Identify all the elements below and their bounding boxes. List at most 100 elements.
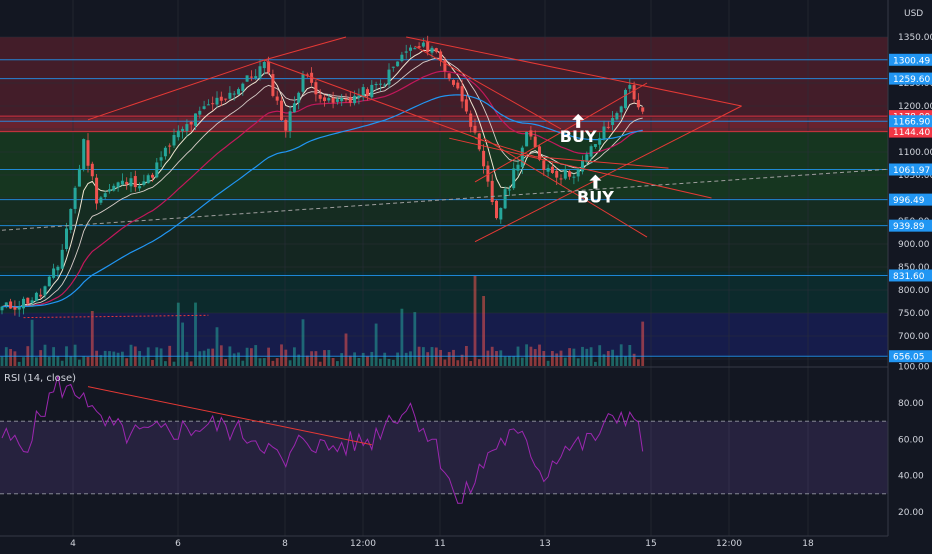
volume-bar bbox=[275, 358, 279, 366]
volume-bar bbox=[30, 319, 34, 366]
volume-bar bbox=[82, 356, 86, 366]
volume-bar bbox=[624, 356, 627, 366]
candle-body bbox=[185, 124, 189, 131]
candle-body bbox=[275, 96, 279, 101]
volume-bar bbox=[336, 361, 339, 366]
volume-bar bbox=[215, 327, 219, 366]
volume-bar bbox=[35, 357, 38, 366]
level-badge-label: 939.89 bbox=[893, 222, 925, 232]
candle-body bbox=[628, 85, 632, 89]
candle-body bbox=[533, 136, 537, 148]
price-zone bbox=[0, 37, 888, 118]
candle-body bbox=[314, 82, 318, 95]
candle-body bbox=[138, 186, 142, 189]
candle-body bbox=[555, 170, 559, 178]
candle-body bbox=[538, 146, 541, 160]
candle-body bbox=[546, 167, 550, 172]
time-tick-label: 6 bbox=[175, 539, 181, 549]
candle-body bbox=[103, 193, 107, 197]
volume-bar bbox=[43, 344, 47, 366]
volume-bar bbox=[611, 349, 614, 366]
candle-body bbox=[116, 182, 120, 188]
volume-bar bbox=[452, 349, 455, 366]
price-tick-label: 900.00 bbox=[898, 240, 930, 250]
candle-body bbox=[516, 164, 520, 171]
candle-body bbox=[146, 175, 150, 184]
candle-body bbox=[353, 95, 357, 104]
trend-line bbox=[483, 137, 648, 238]
candle-body bbox=[443, 60, 447, 72]
volume-bar bbox=[499, 350, 503, 366]
volume-bar bbox=[318, 361, 322, 366]
candle-body bbox=[0, 306, 4, 311]
price-tick-label: 700.00 bbox=[898, 332, 930, 342]
volume-bar bbox=[361, 352, 365, 366]
candle-body bbox=[202, 106, 206, 109]
volume-bar bbox=[262, 358, 266, 366]
price-tick-label: 1100.00 bbox=[898, 148, 932, 158]
candle-body bbox=[262, 61, 266, 69]
volume-bar bbox=[9, 349, 12, 366]
volume-bar bbox=[112, 351, 116, 366]
candle-body bbox=[396, 61, 400, 67]
volume-bar bbox=[628, 344, 632, 366]
buy-annotation: BUY bbox=[577, 188, 614, 207]
volume-bar bbox=[391, 359, 395, 366]
candle-body bbox=[267, 61, 271, 73]
volume-bar bbox=[142, 356, 146, 366]
candle-body bbox=[636, 99, 640, 108]
candle-body bbox=[581, 159, 584, 172]
candle-body bbox=[284, 119, 288, 131]
price-tick-label: 850.00 bbox=[898, 263, 930, 273]
volume-bar bbox=[301, 319, 305, 366]
volume-bar bbox=[207, 348, 210, 366]
candle-body bbox=[602, 126, 606, 139]
volume-bar bbox=[559, 350, 563, 366]
time-axis[interactable]: 4 6 8 12:00 11 13 15 12:00 18 bbox=[70, 539, 814, 549]
volume-bar bbox=[508, 356, 511, 366]
moving-average-line bbox=[1, 57, 643, 308]
volume-bar bbox=[172, 361, 176, 366]
candle-body bbox=[249, 76, 253, 78]
candle-body bbox=[73, 187, 77, 209]
level-badge-label: 1144.40 bbox=[893, 128, 930, 138]
price-zone bbox=[0, 225, 888, 272]
volume-bar bbox=[232, 353, 236, 366]
volume-bar bbox=[387, 358, 391, 366]
volume-bar bbox=[95, 350, 98, 366]
volume-bar bbox=[267, 347, 270, 366]
candle-body bbox=[344, 99, 348, 101]
candle-body bbox=[542, 160, 546, 170]
level-badge-label: 1300.49 bbox=[893, 56, 930, 66]
rsi-axis[interactable]: 100.00 80.00 60.00 40.00 20.00 bbox=[898, 363, 930, 518]
volume-bar bbox=[219, 345, 223, 366]
volume-bar bbox=[194, 302, 197, 366]
volume-bar bbox=[353, 352, 356, 366]
candle-body bbox=[632, 85, 636, 100]
candle-body bbox=[280, 100, 283, 120]
candle-body bbox=[288, 111, 292, 132]
volume-bar bbox=[594, 361, 597, 366]
candle-body bbox=[301, 74, 305, 92]
candle-body bbox=[52, 268, 56, 278]
volume-bar bbox=[396, 352, 399, 366]
candle-body bbox=[228, 92, 232, 99]
candle-body bbox=[460, 86, 464, 102]
level-badge bbox=[889, 269, 932, 282]
volume-bar bbox=[568, 348, 571, 366]
candle-body bbox=[619, 106, 623, 113]
price-tick-label: 1200.00 bbox=[898, 102, 932, 112]
candle-body bbox=[323, 97, 326, 101]
time-tick-label: 12:00 bbox=[716, 539, 742, 549]
volume-bar bbox=[460, 354, 464, 366]
volume-bar bbox=[477, 359, 481, 366]
rsi-tick-label: 80.00 bbox=[898, 399, 924, 409]
time-tick-label: 15 bbox=[645, 539, 656, 549]
level-badge bbox=[889, 163, 932, 176]
volume-bar bbox=[69, 356, 73, 366]
rsi-band bbox=[0, 421, 888, 494]
volume-bar bbox=[258, 358, 262, 366]
candle-body bbox=[482, 150, 486, 167]
candle-body bbox=[181, 128, 185, 132]
